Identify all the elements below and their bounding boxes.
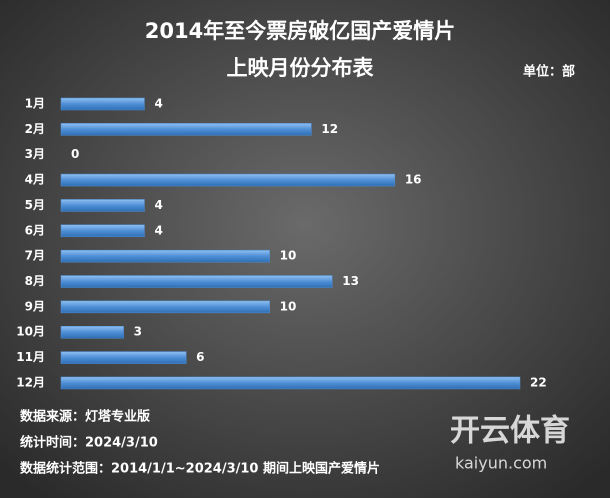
note: 统计时间：2024/3/10: [20, 435, 158, 451]
value-label: 0: [71, 147, 79, 161]
bar: [60, 123, 312, 136]
y-tick-label: 12月: [16, 375, 45, 389]
unit-label: 单位：部: [523, 64, 575, 80]
value-label: 3: [134, 325, 142, 339]
value-label: 6: [196, 350, 204, 364]
bar: [60, 173, 396, 187]
y-tick-label: 4月: [25, 173, 45, 187]
y-tick-label: 6月: [25, 223, 45, 237]
value-label: 10: [280, 299, 297, 313]
watermark: 开云体育 kaiyun.com: [450, 414, 570, 473]
y-tick-label: 2月: [25, 122, 45, 136]
bar: [60, 325, 124, 339]
bar: [60, 351, 187, 364]
bar: [60, 300, 270, 314]
y-tick-label: 3月: [25, 147, 45, 161]
y-tick-label: 5月: [25, 198, 45, 212]
y-tick-label: 11月: [16, 350, 45, 364]
y-tick-label: 10月: [16, 325, 45, 339]
chart-title: 2014年至今票房破亿国产爱情片: [145, 19, 455, 43]
value-label: 4: [154, 223, 162, 237]
value-label: 13: [342, 274, 359, 288]
watermark-text: kaiyun.com: [455, 454, 547, 473]
value-label: 16: [405, 173, 422, 187]
y-tick-label: 7月: [25, 249, 45, 263]
value-label: 10: [280, 249, 297, 263]
bar: [60, 224, 145, 238]
bar: [60, 97, 145, 111]
y-tick-label: 8月: [25, 274, 45, 288]
y-tick-label: 1月: [25, 97, 45, 111]
note: 数据来源：灯塔专业版: [20, 409, 150, 425]
note: 数据统计范围：2014/1/1~2024/3/10 期间上映国产爱情片: [20, 461, 380, 477]
y-tick-label: 9月: [25, 299, 45, 313]
chart-title: 上映月份分布表: [227, 56, 375, 80]
value-label: 4: [154, 198, 162, 212]
value-label: 22: [530, 375, 547, 389]
watermark-text: 开云体育: [450, 414, 570, 449]
value-label: 4: [154, 97, 162, 111]
bar: [60, 376, 521, 390]
bar: [60, 249, 270, 263]
value-label: 12: [321, 122, 338, 136]
bar: [60, 199, 145, 212]
bar: [60, 275, 333, 288]
